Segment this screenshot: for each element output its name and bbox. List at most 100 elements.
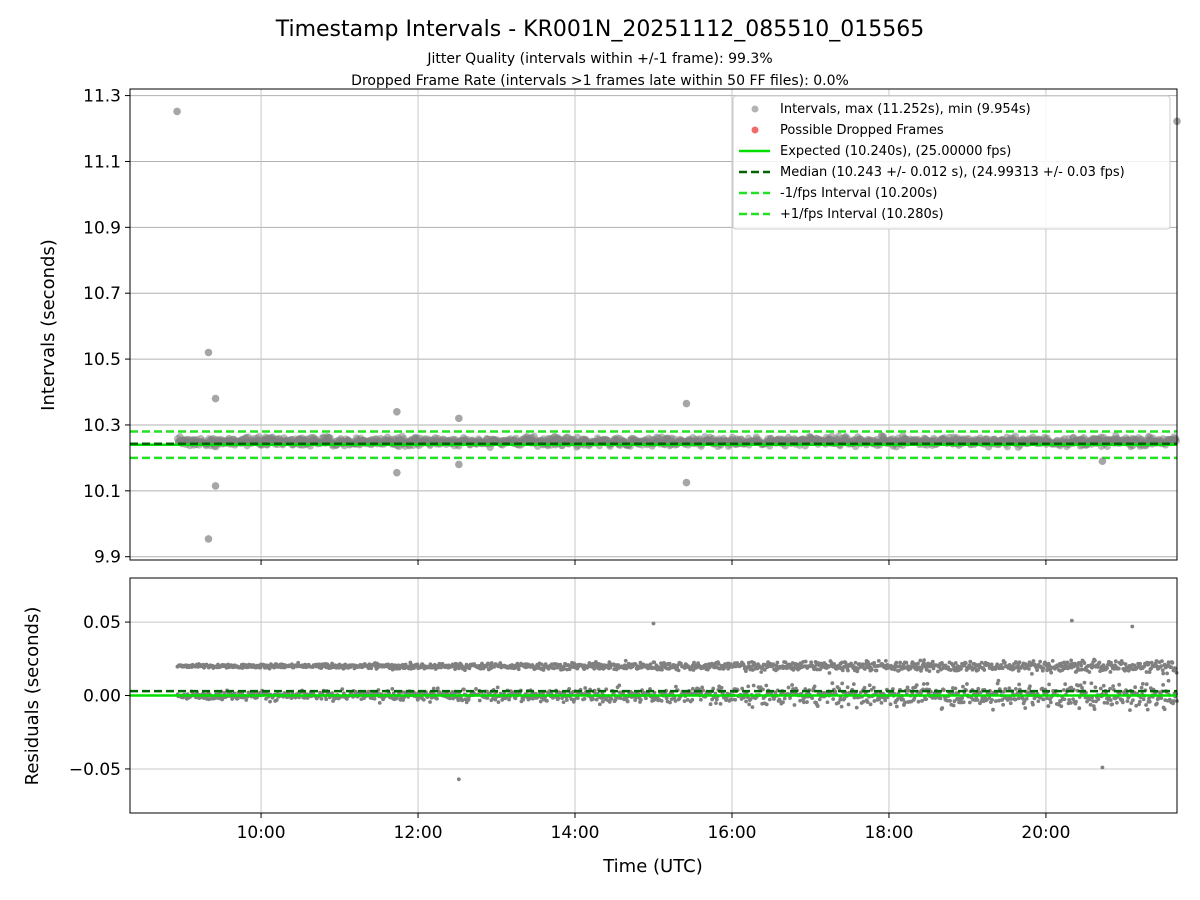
- residual-point: [767, 697, 772, 702]
- residual-point: [1160, 668, 1165, 673]
- residual-point: [594, 697, 599, 702]
- residual-point: [1017, 682, 1022, 687]
- legend-item-intervals: Intervals, max (11.252s), min (9.954s): [780, 102, 1031, 117]
- residual-point: [979, 660, 984, 665]
- residual-point: [600, 699, 605, 704]
- residual-point: [1017, 660, 1022, 665]
- interval-outlier-point: [211, 482, 220, 490]
- residual-point: [415, 662, 420, 667]
- residual-point: [685, 697, 690, 702]
- residual-point: [1041, 666, 1046, 671]
- residual-point: [762, 667, 767, 672]
- residual-point: [330, 691, 334, 696]
- residual-point: [1046, 704, 1051, 708]
- residual-point: [867, 662, 872, 667]
- residual-point: [1024, 696, 1029, 701]
- residual-point: [599, 696, 604, 700]
- residual-point: [918, 658, 923, 663]
- residual-point: [369, 666, 374, 671]
- residual-point: [838, 697, 843, 702]
- legend: Intervals, max (11.252s), min (9.954s) P…: [732, 95, 1171, 230]
- residual-point: [812, 684, 817, 689]
- residual-point: [1133, 685, 1138, 690]
- residual-point: [865, 700, 870, 704]
- residual-point: [1093, 685, 1098, 690]
- legend-item-minus-fps: -1/fps Interval (10.200s): [780, 186, 937, 201]
- residual-point: [673, 699, 678, 703]
- residual-point: [1035, 668, 1040, 673]
- residual-point: [1105, 701, 1110, 705]
- residual-point: [1114, 700, 1119, 705]
- residual-point: [949, 668, 953, 672]
- legend-item-expected: Expected (10.240s), (25.00000 fps): [780, 144, 1011, 159]
- residual-point: [916, 699, 921, 704]
- interval-outlier-point: [682, 478, 691, 487]
- residual-point: [1000, 666, 1005, 671]
- residual-point: [895, 697, 900, 702]
- residual-outlier-point: [456, 777, 461, 782]
- residual-point: [860, 662, 865, 667]
- residual-point: [1110, 702, 1115, 707]
- residual-point: [1111, 684, 1116, 689]
- residual-point: [892, 667, 897, 672]
- residual-point: [366, 689, 371, 694]
- residual-point: [538, 699, 543, 704]
- residual-point: [274, 698, 279, 702]
- residual-point: [668, 700, 672, 705]
- intervals-grid: [130, 89, 1177, 560]
- residual-point: [837, 686, 842, 691]
- residual-point: [744, 699, 748, 704]
- residual-point: [652, 660, 657, 665]
- residual-point: [782, 696, 787, 701]
- interval-outlier-point: [1098, 457, 1107, 465]
- intervals-y-axis: 9.9 10.1 10.3 10.5 10.7 10.9 11.1 11.3: [83, 87, 130, 568]
- residual-point: [1144, 682, 1149, 687]
- residual-point: [948, 699, 952, 703]
- residual-point: [460, 698, 465, 703]
- residual-point: [1108, 686, 1112, 691]
- residual-point: [222, 691, 227, 695]
- residual-point: [997, 698, 1001, 703]
- residual-point: [1047, 682, 1051, 687]
- residual-point: [922, 658, 926, 663]
- residual-point: [1028, 684, 1032, 689]
- residual-point: [904, 660, 909, 665]
- residual-point: [659, 698, 664, 703]
- residual-point: [1014, 687, 1018, 691]
- interval-outlier-point: [682, 399, 691, 408]
- residual-point: [815, 704, 820, 708]
- residual-point: [463, 668, 467, 673]
- residual-point: [952, 699, 957, 704]
- residual-point: [927, 669, 932, 674]
- residual-point: [953, 661, 958, 665]
- residual-point: [1031, 659, 1036, 663]
- residual-point: [700, 685, 705, 690]
- residual-point: [825, 700, 830, 705]
- residual-point: [1013, 660, 1018, 664]
- residual-point: [1091, 699, 1096, 704]
- residual-point: [561, 700, 566, 705]
- residual-point: [1093, 658, 1097, 663]
- residual-point: [764, 702, 769, 707]
- residual-point: [1027, 666, 1031, 671]
- residual-point: [268, 699, 272, 704]
- interval-outlier-point: [173, 107, 181, 116]
- residual-point: [901, 697, 905, 702]
- residual-point: [896, 668, 901, 673]
- residual-point: [883, 658, 888, 663]
- residual-point: [1069, 658, 1074, 663]
- residual-point: [1000, 698, 1005, 702]
- residual-point: [1082, 680, 1087, 685]
- residuals-y-label: Residuals (seconds): [22, 607, 43, 786]
- residual-point: [751, 683, 756, 688]
- residual-point: [431, 686, 436, 691]
- residual-point: [761, 687, 765, 692]
- residual-point: [879, 700, 884, 705]
- residual-point: [564, 698, 569, 702]
- residual-point: [197, 696, 202, 701]
- interval-outlier-point: [204, 535, 213, 543]
- residual-point: [607, 700, 612, 704]
- legend-frame: [732, 95, 1171, 230]
- residual-point: [1063, 682, 1068, 687]
- intervals-outliers: [173, 107, 1181, 543]
